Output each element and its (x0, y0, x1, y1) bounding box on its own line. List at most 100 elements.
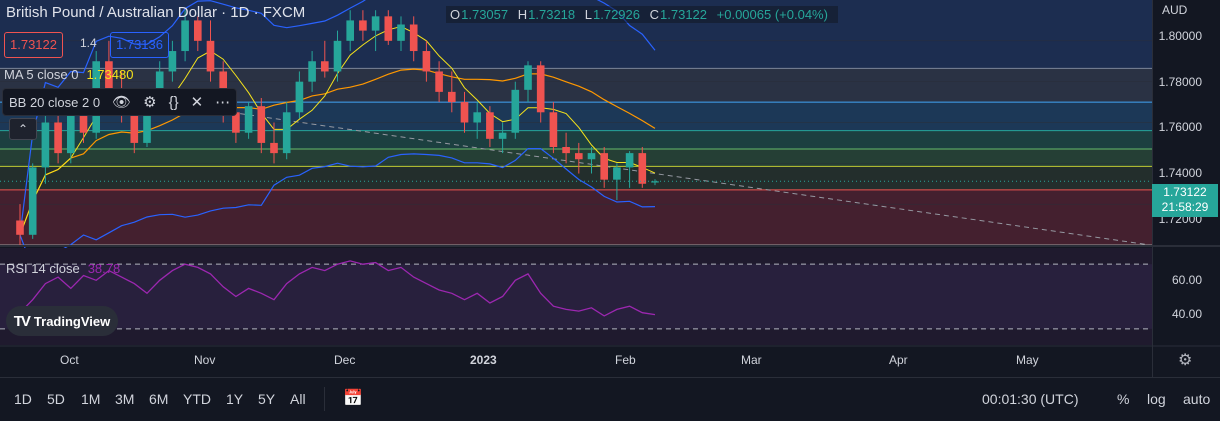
timeframe-1y[interactable]: 1Y (226, 391, 244, 407)
timeframe-all[interactable]: All (290, 391, 306, 407)
candle (498, 122, 507, 154)
candle (524, 61, 532, 103)
timeframe-ytd[interactable]: YTD (183, 391, 211, 407)
time-axis-label: May (1016, 353, 1039, 367)
date-range-calendar-icon[interactable]: 📅 (343, 390, 363, 407)
currency-label[interactable]: AUD (1162, 3, 1188, 17)
candle (168, 40, 177, 82)
trendline (159, 101, 1151, 246)
rsi-line (19, 260, 656, 317)
bb-upper-line (19, 0, 656, 235)
candle (333, 30, 342, 82)
auto-toggle[interactable]: auto (1183, 391, 1211, 407)
rsi-legend[interactable]: RSI 14 close 38.78 (6, 261, 121, 276)
time-axis-label: Feb (615, 353, 636, 367)
candle-body (295, 81, 304, 113)
candle-body (435, 71, 443, 92)
candle (638, 147, 647, 188)
gear-icon[interactable]: ⚙ (143, 94, 157, 111)
candle (460, 91, 469, 133)
timeframe-3m[interactable]: 3M (115, 391, 135, 407)
time-axis-label: Dec (334, 353, 356, 367)
candle-body (371, 16, 380, 31)
ma-legend[interactable]: MA 5 close 0 1.73480 (4, 67, 134, 82)
candle-body (536, 65, 545, 113)
candle-body (473, 112, 482, 123)
candle (384, 10, 393, 45)
candle (28, 163, 37, 239)
more-icon[interactable]: ⋯ (215, 94, 231, 111)
candle (562, 132, 570, 164)
candle (41, 112, 50, 184)
candle-body (28, 167, 37, 235)
candle (371, 10, 380, 52)
level-zone (0, 189, 1152, 248)
buy-button[interactable]: 1.73136 (110, 32, 169, 58)
candle-body (409, 24, 418, 52)
candle-body (181, 20, 189, 52)
candle-body (384, 16, 393, 41)
candle (206, 20, 215, 82)
timezone-clock[interactable]: 00:01:30 (UTC) (982, 391, 1079, 407)
candle-body (574, 153, 583, 160)
candle-body (613, 167, 621, 180)
price-axis-label: 1.78000 (1158, 75, 1202, 89)
candle-body (524, 65, 532, 90)
candle-body (359, 20, 367, 31)
eye-icon[interactable]: 👁 (112, 94, 132, 111)
candle (536, 61, 545, 123)
chart-settings-gear-icon[interactable]: ⚙ (1178, 352, 1193, 369)
candle (181, 10, 189, 62)
time-axis-label: Mar (741, 353, 762, 367)
collapse-legend-button[interactable]: ⌃ (9, 118, 37, 140)
candle-body (486, 112, 494, 139)
candle (549, 102, 558, 154)
time-axis-label: Nov (194, 353, 216, 367)
candle-body (41, 122, 50, 168)
percent-toggle[interactable]: % (1117, 391, 1130, 407)
log-toggle[interactable]: log (1147, 391, 1166, 407)
candle-body (498, 132, 507, 139)
timeframe-5y[interactable]: 5Y (258, 391, 276, 407)
candle (346, 10, 355, 52)
symbol-title[interactable]: British Pound / Australian Dollar · 1D ·… (6, 4, 306, 21)
candle (257, 98, 266, 154)
bb-legend[interactable]: BB 20 close 2 0 👁 ⚙ {} ✕ ⋯ (2, 88, 238, 116)
candle (320, 40, 329, 78)
tradingview-logo[interactable]: TV TradingView (6, 306, 118, 336)
candle (473, 102, 482, 139)
candle (574, 142, 583, 174)
candle-body (651, 181, 659, 183)
rsi-axis-label: 60.00 (1171, 273, 1202, 287)
rsi-value: 38.78 (87, 261, 121, 276)
bottom-toolbar: 1D 5D 1M 3M 6M YTD 1Y 5Y All 📅 00:01:30 … (0, 377, 1220, 421)
candle-body (460, 102, 469, 123)
sell-button[interactable]: 1.73122 (4, 32, 63, 58)
candle (486, 106, 494, 147)
close-icon[interactable]: ✕ (190, 94, 204, 111)
timeframe-1m[interactable]: 1M (81, 391, 101, 407)
candle-body (16, 220, 24, 235)
rsi-band (0, 264, 1152, 329)
spread-value: 1.4 (80, 36, 97, 50)
timeframe-6m[interactable]: 6M (149, 391, 169, 407)
timeframe-1d[interactable]: 1D (14, 391, 32, 407)
candle (270, 122, 278, 164)
time-axis-label: Oct (60, 353, 79, 367)
timeframe-5d[interactable]: 5D (47, 391, 65, 407)
candle-body (168, 51, 177, 72)
level-zone (0, 130, 1152, 150)
candle-body (143, 106, 151, 143)
candle (422, 40, 431, 82)
toolbar-divider (324, 387, 325, 411)
candle-body (206, 40, 215, 72)
candle-body (282, 112, 291, 154)
candle (295, 71, 304, 119)
braces-icon[interactable]: {} (168, 93, 179, 111)
candle-body (79, 112, 88, 133)
candle (587, 147, 596, 174)
time-axis-label: 2023 (470, 353, 497, 367)
rsi-axis-label: 40.00 (1171, 307, 1202, 321)
price-axis-label: 1.74000 (1158, 166, 1202, 180)
